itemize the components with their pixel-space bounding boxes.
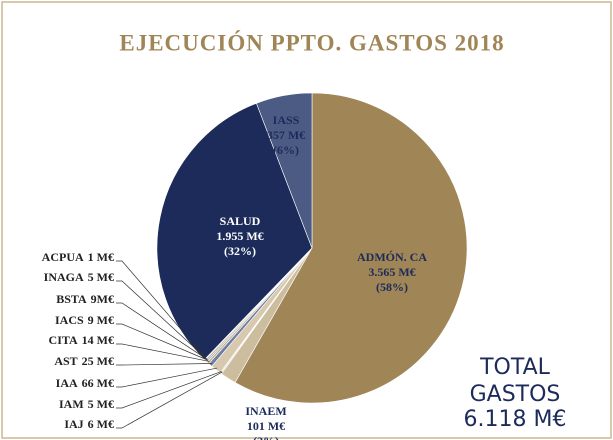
- slice-value: 66 M€: [82, 376, 114, 390]
- slice-name: IAA: [56, 376, 78, 390]
- leader-line: [116, 367, 218, 388]
- slice-label: ACPUA 1 M€: [42, 250, 114, 264]
- slice-value: 25 M€: [82, 354, 114, 368]
- slice-name: SALUD: [220, 214, 261, 228]
- slice-percent: (6%): [273, 143, 299, 157]
- slice-label: CITA 14 M€: [49, 333, 114, 347]
- slice-name: INAEM: [245, 404, 286, 418]
- slice-value: 14 M€: [82, 333, 114, 347]
- slice-label: SALUD 1.955 M€ (32%): [216, 214, 263, 258]
- slice-name: IASS: [273, 113, 300, 127]
- slice-value: 9M€: [91, 292, 114, 306]
- slice-name: AST: [54, 354, 77, 368]
- slice-name: ACPUA: [42, 250, 84, 264]
- slice-label: IASS 357 M€ (6%): [267, 113, 305, 157]
- slice-value: 101 M€: [247, 419, 285, 433]
- slice-name: IACS: [55, 313, 84, 327]
- leader-line: [116, 260, 207, 359]
- slice-value: 1.955 M€: [216, 229, 263, 243]
- slice-value: 1 M€: [88, 250, 114, 264]
- slice-label: AST 25 M€: [54, 354, 114, 368]
- slice-label: IAA 66 M€: [56, 376, 114, 390]
- pie-slice: [234, 92, 468, 404]
- slice-label: IAJ 6 M€: [64, 417, 114, 431]
- leader-line: [116, 302, 208, 360]
- total-label-line: TOTAL: [479, 355, 551, 380]
- total-value: 6.118 M€: [464, 407, 567, 432]
- slice-value: 357 M€: [267, 128, 305, 142]
- leader-line: [116, 371, 222, 409]
- slice-percent: (2%): [253, 434, 279, 440]
- slice-name: IAJ: [64, 417, 83, 431]
- slice-value: 5 M€: [88, 397, 114, 411]
- slice-value: 5 M€: [88, 270, 114, 284]
- leader-line: [116, 323, 209, 361]
- slice-value: 9 M€: [88, 313, 114, 327]
- slice-value: 6 M€: [88, 417, 114, 431]
- pie-slice: [156, 102, 313, 361]
- slice-name: INAGA: [44, 270, 84, 284]
- slice-name: BSTA: [56, 292, 87, 306]
- slice-label: BSTA 9M€: [56, 292, 114, 306]
- leader-line: [116, 343, 210, 362]
- total-label: TOTAL GASTOS: [470, 355, 561, 407]
- slice-percent: (32%): [224, 244, 256, 258]
- slice-value: 3.565 M€: [368, 265, 415, 279]
- slice-label: ADMÓN. CA 3.565 M€ (58%): [357, 250, 427, 294]
- slice-name: CITA: [49, 333, 78, 347]
- total-label-line: GASTOS: [470, 382, 561, 407]
- slice-label: IAM 5 M€: [59, 397, 114, 411]
- leader-line: [116, 280, 207, 359]
- slice-percent: (58%): [376, 280, 408, 294]
- slice-label: IACS 9 M€: [55, 313, 114, 327]
- leader-line: [116, 363, 212, 366]
- pie-slice: [256, 92, 313, 249]
- chart-title: EJECUCIÓN PPTO. GASTOS 2018: [119, 29, 504, 55]
- slice-name: IAM: [59, 397, 84, 411]
- slice-label: INAGA 5 M€: [44, 270, 114, 284]
- slice-name: ADMÓN. CA: [357, 250, 427, 264]
- leader-line: [116, 371, 223, 429]
